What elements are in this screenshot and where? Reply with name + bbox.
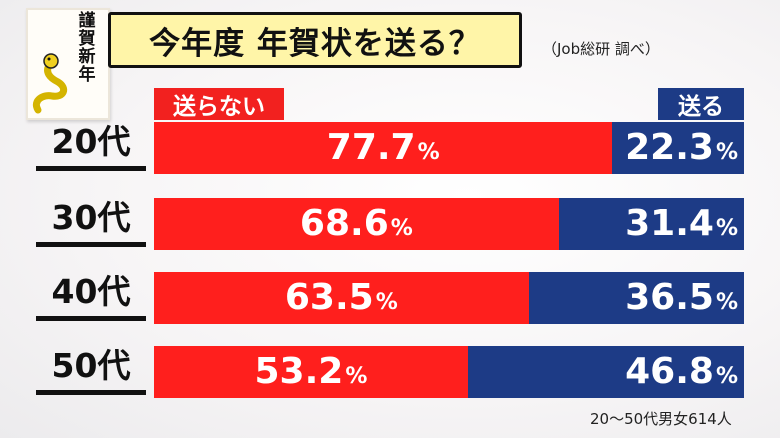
snake-icon <box>33 53 68 114</box>
card-greeting: 謹賀新年 <box>78 11 96 85</box>
bar-no-send <box>154 198 559 250</box>
source-label: （Job総研 調べ） <box>542 40 660 58</box>
category-label: 20代 <box>36 118 146 171</box>
bar-send <box>467 346 744 398</box>
value-label-send: 31.4% <box>625 203 738 244</box>
bar-send <box>612 122 744 174</box>
title-box: 今年度 年賀状を送る？ <box>108 12 522 68</box>
value-label-no-send: 53.2% <box>254 351 368 392</box>
value-label-send: 22.3% <box>625 127 738 168</box>
bar-no-send <box>154 272 529 324</box>
bar-no-send <box>154 122 613 174</box>
legend-yes: 送る <box>658 88 744 120</box>
value-label-send: 46.8% <box>625 351 738 392</box>
value-label-no-send: 77.7% <box>326 127 440 168</box>
value-label-no-send: 68.6% <box>299 203 413 244</box>
nengajo-card: 謹賀新年 <box>26 8 110 120</box>
category-label: 30代 <box>36 194 146 247</box>
legend-no: 送らない <box>154 88 284 120</box>
sample-note: 20～50代男女614人 <box>590 410 732 428</box>
bar-send <box>528 272 744 324</box>
bar-no-send <box>154 346 468 398</box>
chart-title: 今年度 年賀状を送る？ <box>149 25 481 62</box>
bar-send <box>558 198 744 250</box>
value-label-send: 36.5% <box>625 277 738 318</box>
value-label-no-send: 63.5% <box>284 277 398 318</box>
category-label: 40代 <box>36 268 146 321</box>
category-label: 50代 <box>36 342 146 395</box>
